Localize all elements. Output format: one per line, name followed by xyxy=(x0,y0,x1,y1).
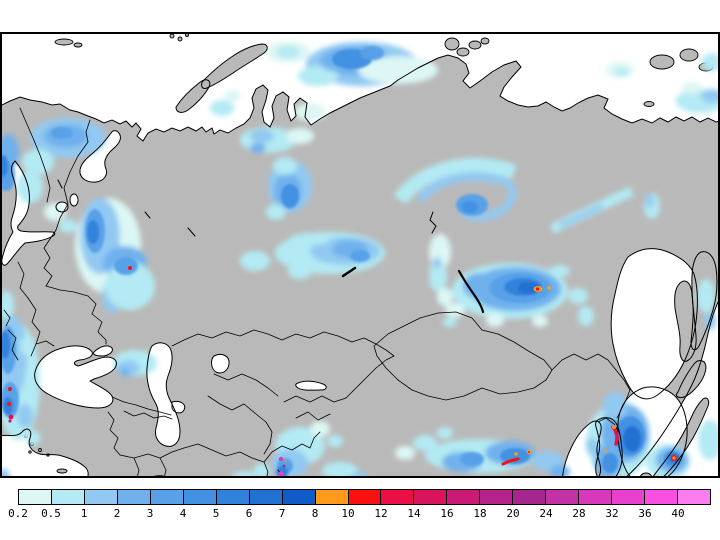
colorbar-segment xyxy=(248,490,282,504)
colorbar-tick-label: 6 xyxy=(245,507,253,520)
colorbar-tick-label: 24 xyxy=(539,507,553,520)
intense-precipitation-marks xyxy=(7,266,677,477)
colorbar-tick-label: 5 xyxy=(212,507,220,520)
colorbar-segment xyxy=(314,490,348,504)
colorbar-tick-label: 0.5 xyxy=(41,507,61,520)
colorbar-tick-label: 7 xyxy=(278,507,286,520)
island-fills xyxy=(24,33,717,477)
colorbar-segment xyxy=(182,490,216,504)
colorbar-tick-label: 36 xyxy=(638,507,652,520)
colorbar-segments xyxy=(18,489,711,505)
colorbar-segment xyxy=(380,490,414,504)
map-frame xyxy=(0,32,720,478)
colorbar-segment xyxy=(19,490,51,504)
colorbar-tick-label: 12 xyxy=(374,507,388,520)
colorbar-tick-label: 16 xyxy=(440,507,454,520)
colorbar-tick-label: 8 xyxy=(311,507,319,520)
colorbar-tick-label: 40 xyxy=(671,507,685,520)
colorbar-segment xyxy=(281,490,315,504)
colorbar-tick-label: 18 xyxy=(473,507,487,520)
colorbar-tick-label: 10 xyxy=(341,507,355,520)
colorbar-segment xyxy=(50,490,84,504)
colorbar-segment xyxy=(644,490,678,504)
colorbar-tick-label: 4 xyxy=(179,507,187,520)
colorbar-tick-label: 0.2 xyxy=(8,507,28,520)
colorbar-tick-label: 14 xyxy=(407,507,421,520)
colorbar-segment xyxy=(446,490,480,504)
colorbar-segment xyxy=(149,490,183,504)
colorbar-segment xyxy=(83,490,117,504)
colorbar-tick-label: 32 xyxy=(605,507,619,520)
colorbar-segment xyxy=(611,490,645,504)
colorbar-tick-label: 2 xyxy=(113,507,121,520)
colorbar-segment xyxy=(578,490,612,504)
colorbar-tick-label: 3 xyxy=(146,507,154,520)
colorbar-segment xyxy=(347,490,381,504)
colorbar: 0.2 0.5 1 2 3 4 5 6 7 8 10 12 14 16 18 20 24 28 32 36 40 xyxy=(8,489,711,521)
colorbar-segment xyxy=(413,490,447,504)
colorbar-tick-label: 1 xyxy=(80,507,88,520)
colorbar-segment xyxy=(215,490,249,504)
colorbar-segment xyxy=(545,490,579,504)
colorbar-segment xyxy=(677,490,711,504)
precipitation-core-layer xyxy=(1,46,682,477)
country-borders xyxy=(3,107,631,477)
colorbar-segment xyxy=(512,490,546,504)
colorbar-segment xyxy=(116,490,150,504)
colorbar-tick-label: 28 xyxy=(572,507,586,520)
colorbar-segment xyxy=(479,490,513,504)
lakes-rivers xyxy=(57,179,485,314)
colorbar-ticks: 0.2 0.5 1 2 3 4 5 6 7 8 10 12 14 16 18 20 24 28 32 36 40 xyxy=(8,506,711,521)
colorbar-tick-label: 20 xyxy=(506,507,520,520)
